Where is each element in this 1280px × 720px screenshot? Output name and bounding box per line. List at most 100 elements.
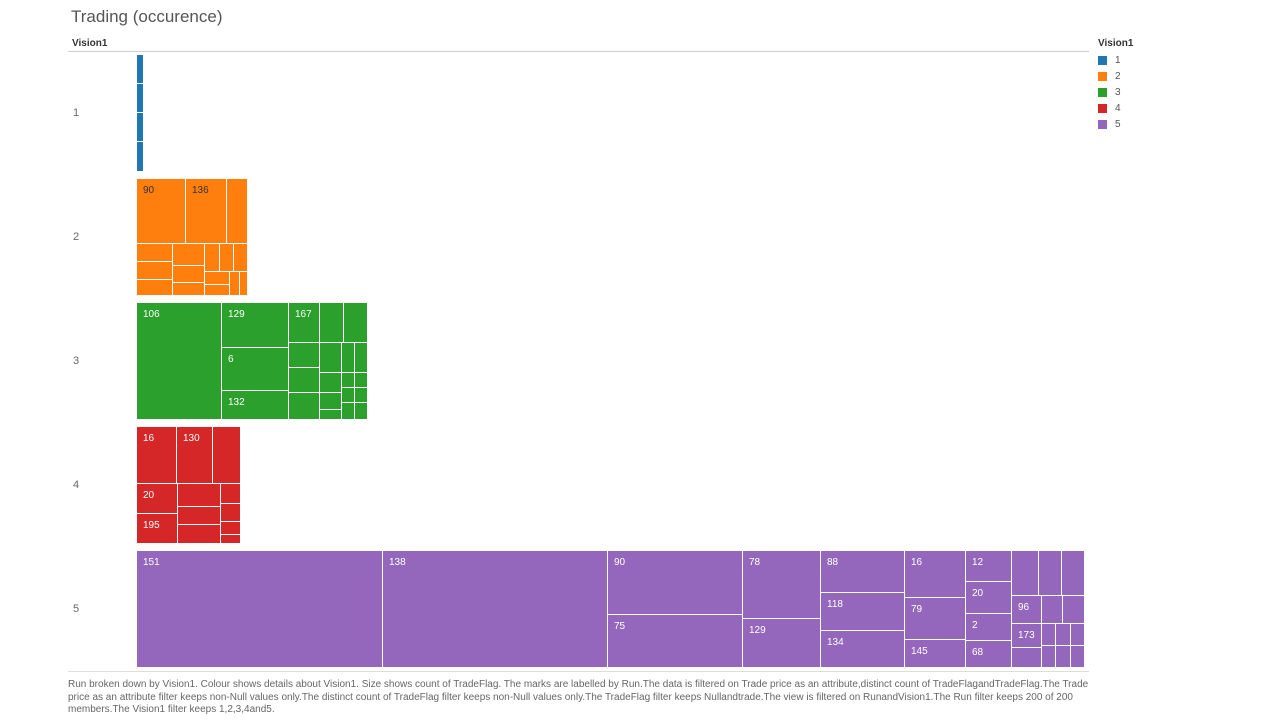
treemap-tile-v3-7[interactable] (289, 343, 320, 368)
treemap-tile-v3-8[interactable] (289, 368, 320, 393)
treemap-tile-v1-1[interactable] (137, 84, 144, 113)
treemap-tile-v2-7[interactable] (173, 266, 205, 283)
treemap-tile-v5-22[interactable]: 173 (1012, 624, 1042, 648)
treemap-tile-v2-1[interactable]: 136 (186, 179, 227, 244)
treemap-tile-v3-16[interactable] (342, 373, 355, 388)
treemap-tile-v2-2[interactable] (227, 179, 248, 244)
legend-item-1[interactable]: 1 (1098, 52, 1133, 68)
treemap-tile-v4-9[interactable] (221, 504, 241, 522)
treemap-tile-v3-3[interactable] (320, 303, 344, 343)
treemap-tile-v5-10[interactable]: 79 (905, 598, 966, 640)
treemap-tile-v4-3[interactable]: 20 (137, 484, 178, 514)
treemap-tile-v5-29[interactable] (1071, 646, 1085, 668)
treemap-tile-v4-0[interactable]: 16 (137, 427, 177, 484)
treemap-tile-v3-4[interactable] (344, 303, 368, 343)
treemap-tile-v2-4[interactable] (137, 262, 173, 280)
treemap-tile-v2-15[interactable] (240, 272, 248, 296)
treemap-tile-v3-20[interactable] (342, 403, 355, 420)
legend-item-3[interactable]: 3 (1098, 84, 1133, 100)
treemap-tile-v2-9[interactable] (205, 244, 220, 272)
treemap-tile-v4-2[interactable] (213, 427, 241, 484)
treemap-tile-v5-20[interactable] (1042, 596, 1063, 624)
treemap-tile-v3-21[interactable] (355, 403, 368, 420)
treemap-tile-v3-11[interactable] (320, 373, 342, 393)
treemap-tile-v3-18[interactable] (342, 388, 355, 403)
treemap-tile-v5-15[interactable]: 68 (966, 641, 1012, 668)
treemap-tile-v4-8[interactable] (221, 484, 241, 504)
treemap-tile-v3-0[interactable]: 106 (137, 303, 222, 420)
treemap-tile-v4-4[interactable]: 195 (137, 514, 178, 544)
treemap-tile-v3-1[interactable]: 129 (222, 303, 289, 348)
legend-swatch (1098, 87, 1107, 97)
treemap-tile-v2-3[interactable] (137, 244, 173, 262)
treemap-tile-v3-14[interactable] (342, 343, 355, 373)
treemap-tile-v2-12[interactable] (205, 272, 230, 285)
treemap-tile-v4-7[interactable] (178, 525, 221, 544)
treemap-tile-v5-21[interactable] (1063, 596, 1085, 624)
treemap-tile-v5-26[interactable] (1056, 624, 1071, 646)
treemap-tile-v3-12[interactable] (320, 393, 342, 410)
treemap-tile-v5-18[interactable] (1062, 551, 1085, 596)
treemap-tile-v5-14[interactable]: 2 (966, 614, 1012, 641)
treemap-tile-v3-9[interactable] (289, 393, 320, 420)
treemap-tile-v3-13[interactable] (320, 410, 342, 420)
treemap-tile-v3-19[interactable] (355, 388, 368, 403)
treemap-tile-v1-2[interactable] (137, 113, 144, 142)
treemap-tile-v5-9[interactable]: 16 (905, 551, 966, 598)
treemap-tile-v2-5[interactable] (137, 280, 173, 296)
treemap-tile-v5-7[interactable]: 118 (821, 593, 905, 631)
treemap-tile-v5-16[interactable] (1012, 551, 1039, 596)
tile-label: 79 (911, 604, 923, 615)
treemap-tile-v5-11[interactable]: 145 (905, 640, 966, 668)
treemap-tile-v5-19[interactable]: 96 (1012, 596, 1042, 624)
legend-title: Vision1 (1098, 38, 1134, 49)
treemap-tile-v2-8[interactable] (173, 283, 205, 296)
treemap-tile-v4-6[interactable] (178, 507, 221, 525)
treemap-tile-v5-6[interactable]: 88 (821, 551, 905, 593)
treemap-tile-v3-6[interactable]: 132 (222, 391, 289, 420)
treemap-tile-v5-27[interactable] (1056, 646, 1071, 668)
treemap-tile-v5-0[interactable]: 151 (137, 551, 383, 668)
legend-label: 3 (1115, 86, 1121, 98)
treemap-tile-v5-24[interactable] (1042, 624, 1056, 646)
treemap-tile-v5-5[interactable]: 129 (743, 619, 821, 668)
treemap-tile-v4-11[interactable] (221, 535, 241, 544)
treemap-tile-v5-13[interactable]: 20 (966, 582, 1012, 614)
treemap-tile-v5-2[interactable]: 90 (608, 551, 743, 615)
treemap-tile-v2-14[interactable] (230, 272, 240, 296)
treemap-tile-v4-5[interactable] (178, 484, 221, 507)
legend-item-4[interactable]: 4 (1098, 100, 1133, 116)
treemap-tile-v5-1[interactable]: 138 (383, 551, 608, 668)
treemap-tile-v3-17[interactable] (355, 373, 368, 388)
treemap-tile-v2-11[interactable] (234, 244, 248, 272)
treemap-tile-v4-10[interactable] (221, 522, 241, 535)
treemap-tile-v5-25[interactable] (1042, 646, 1056, 668)
treemap-tile-v1-0[interactable] (137, 55, 144, 84)
color-legend: Vision1 1 2 3 4 5 (1098, 38, 1133, 132)
treemap-tile-v5-28[interactable] (1071, 624, 1085, 646)
chart-title: Trading (occurence) (71, 7, 223, 26)
treemap-tile-v5-3[interactable]: 75 (608, 615, 743, 668)
treemap-tile-v3-2[interactable]: 167 (289, 303, 320, 343)
treemap-tile-v3-15[interactable] (355, 343, 368, 373)
treemap-tile-v5-8[interactable]: 134 (821, 631, 905, 668)
treemap-tile-v2-0[interactable]: 90 (137, 179, 186, 244)
tile-label: 16 (143, 433, 155, 444)
treemap-tile-v5-4[interactable]: 78 (743, 551, 821, 619)
treemap-tile-v3-5[interactable]: 6 (222, 348, 289, 391)
treemap-tile-v3-10[interactable] (320, 343, 342, 373)
treemap-tile-v2-6[interactable] (173, 244, 205, 266)
treemap-tile-v2-10[interactable] (220, 244, 234, 272)
legend-label: 5 (1115, 118, 1121, 130)
header-divider (68, 51, 1089, 52)
treemap-tile-v4-1[interactable]: 130 (177, 427, 213, 484)
treemap-tile-v2-13[interactable] (205, 285, 230, 296)
treemap-tile-v5-23[interactable] (1012, 648, 1042, 668)
legend-item-5[interactable]: 5 (1098, 116, 1133, 132)
treemap-tile-v1-3[interactable] (137, 142, 144, 172)
tile-label: 68 (972, 647, 984, 658)
legend-item-2[interactable]: 2 (1098, 68, 1133, 84)
tile-label: 129 (749, 625, 766, 636)
treemap-tile-v5-12[interactable]: 12 (966, 551, 1012, 582)
treemap-tile-v5-17[interactable] (1039, 551, 1062, 596)
